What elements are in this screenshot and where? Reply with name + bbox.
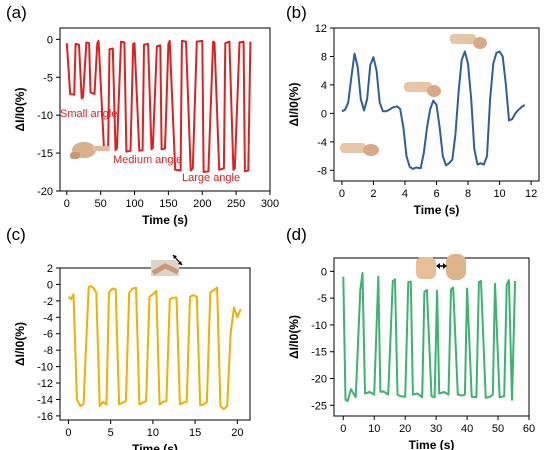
y-tick-label: -4 xyxy=(317,137,327,149)
x-tick-label: 0 xyxy=(339,188,345,200)
y-tick-label: -15 xyxy=(311,347,327,359)
x-tick-label: 4 xyxy=(402,188,408,200)
y-tick-label: -2 xyxy=(43,296,53,308)
hand-finger-photo xyxy=(70,142,110,159)
x-axis-label: Time (s) xyxy=(409,438,455,450)
x-tick-label: 20 xyxy=(231,427,243,439)
y-tick-label: -10 xyxy=(311,320,327,332)
x-tick-label: 50 xyxy=(95,198,107,210)
x-tick-label: 15 xyxy=(189,427,201,439)
y-tick-label: 8 xyxy=(321,51,327,63)
x-axis-label: Time (s) xyxy=(142,213,188,227)
y-tick-label: -20 xyxy=(311,374,327,386)
y-axis-label: ΔI/I0(%) xyxy=(13,88,27,132)
y-tick-label: -10 xyxy=(37,362,53,374)
x-tick-label: 30 xyxy=(430,423,442,435)
y-axis-label: ΔI/I0(%) xyxy=(287,83,301,127)
elbow-photo xyxy=(151,254,183,276)
x-axis-label: Time (s) xyxy=(132,442,178,450)
x-tick-label: 200 xyxy=(193,198,211,210)
y-tick-label: -20 xyxy=(37,186,53,198)
panel-label-d: (d) xyxy=(286,225,307,244)
chart-d: 0 10 20 30 40 50 60 0 -5 -10 -15 -20 -25 Time (s) ΔI/I… xyxy=(287,257,535,450)
chart-b: 0 2 4 6 8 10 12 12 8 4 0 -4 -8 Time (s) ΔI/I0(%) xyxy=(287,23,540,217)
series-line xyxy=(341,50,526,170)
y-tick-label: -5 xyxy=(317,293,327,305)
y-tick-label: -16 xyxy=(37,411,53,423)
knee-photo xyxy=(416,254,466,280)
y-tick-label: -8 xyxy=(43,345,53,357)
x-tick-label: 10 xyxy=(493,188,505,200)
y-axis-label: ΔI/I0(%) xyxy=(287,315,301,359)
x-tick-label: 8 xyxy=(465,188,471,200)
y-axis-label: ΔI/I0(%) xyxy=(13,322,27,366)
x-tick-label: 5 xyxy=(108,427,114,439)
panel-label-c: (c) xyxy=(6,225,26,244)
y-tick-label: 0 xyxy=(321,108,327,120)
x-tick-label: 6 xyxy=(433,188,439,200)
x-tick-label: 0 xyxy=(65,427,71,439)
x-tick-label: 12 xyxy=(525,188,537,200)
series-line xyxy=(342,272,517,402)
x-tick-label: 60 xyxy=(523,423,535,435)
plot-frame xyxy=(59,27,271,192)
x-tick-label: 100 xyxy=(125,198,143,210)
y-tick-label: -4 xyxy=(43,312,53,324)
y-tick-label: 0 xyxy=(47,34,53,46)
x-tick-label: 40 xyxy=(461,423,473,435)
wrist-photo-bottom xyxy=(340,143,379,156)
x-tick-label: 10 xyxy=(147,427,159,439)
y-tick-label: 0 xyxy=(321,266,327,278)
wrist-photo-middle xyxy=(404,82,441,97)
chart-a: 0 50 100 150 200 250 300 0 -5 -10 -15 -20 Time (s) ΔI… xyxy=(13,27,279,227)
x-tick-label: 300 xyxy=(261,198,279,210)
y-tick-label: -14 xyxy=(37,394,53,406)
annotation-medium-angle: Medium angle xyxy=(113,154,182,166)
x-tick-label: 2 xyxy=(370,188,376,200)
series-line xyxy=(65,39,252,173)
series-line xyxy=(67,285,242,411)
y-tick-label: 0 xyxy=(47,279,53,291)
annotation-small-angle: Small angle xyxy=(60,108,117,120)
x-axis-label: Time (s) xyxy=(414,203,460,217)
panel-label-b: (b) xyxy=(286,3,307,22)
y-tick-label: 4 xyxy=(321,80,327,92)
y-tick-label: -12 xyxy=(37,378,53,390)
x-tick-label: 150 xyxy=(159,198,177,210)
y-tick-label: -15 xyxy=(37,148,53,160)
y-tick-label: -5 xyxy=(43,72,53,84)
y-tick-label: -25 xyxy=(311,400,327,412)
y-tick-label: -6 xyxy=(43,329,53,341)
wrist-photo-top xyxy=(450,34,487,49)
y-tick-label: -8 xyxy=(317,165,327,177)
annotation-large-angle: Large angle xyxy=(182,172,240,184)
x-tick-label: 0 xyxy=(340,423,346,435)
x-tick-label: 0 xyxy=(64,198,70,210)
y-tick-label: 12 xyxy=(315,23,327,35)
y-tick-label: -10 xyxy=(37,110,53,122)
x-tick-label: 10 xyxy=(368,423,380,435)
x-tick-label: 20 xyxy=(399,423,411,435)
x-tick-label: 50 xyxy=(492,423,504,435)
panel-label-a: (a) xyxy=(6,3,27,22)
x-tick-label: 250 xyxy=(227,198,245,210)
y-tick-label: 2 xyxy=(47,263,53,275)
